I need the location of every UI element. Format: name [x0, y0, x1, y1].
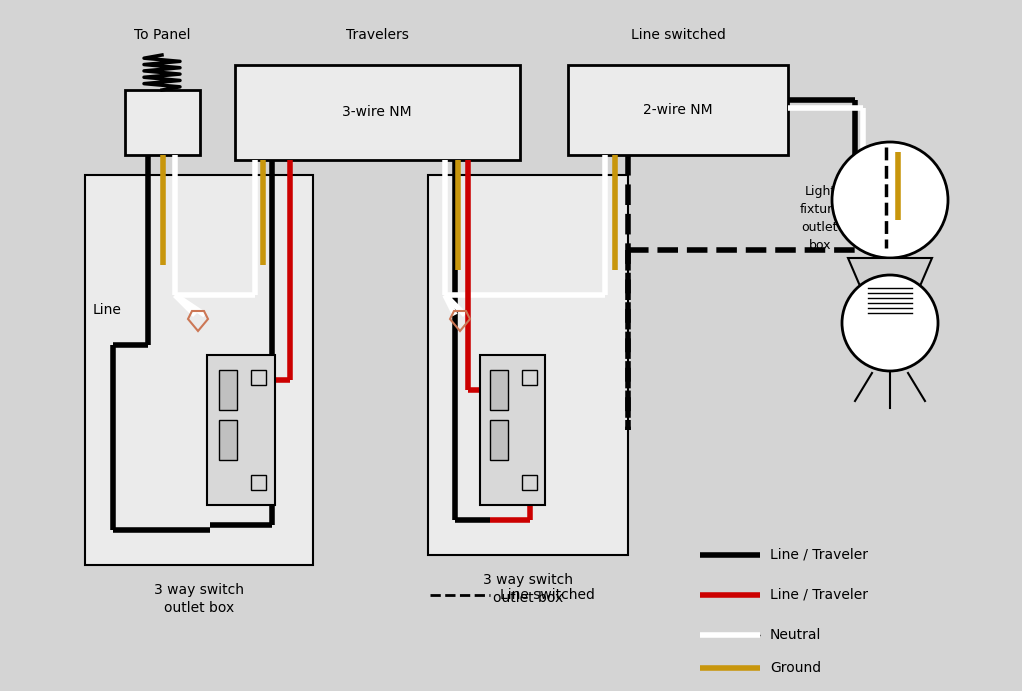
- Bar: [428, 175, 628, 555]
- Bar: [235, 65, 520, 160]
- Bar: [522, 475, 537, 490]
- Bar: [490, 420, 508, 460]
- Text: Line switched: Line switched: [631, 28, 726, 42]
- Bar: [480, 355, 545, 505]
- Bar: [490, 370, 508, 410]
- Circle shape: [832, 142, 948, 258]
- Bar: [251, 475, 266, 490]
- Text: 2-wire NM: 2-wire NM: [643, 103, 712, 117]
- Text: 3 way switch
outlet box: 3 way switch outlet box: [483, 573, 573, 605]
- Text: Line: Line: [93, 303, 122, 317]
- Text: To Panel: To Panel: [134, 28, 190, 42]
- Text: 3-wire NM: 3-wire NM: [342, 105, 412, 119]
- Bar: [251, 370, 266, 385]
- Text: Line switched: Line switched: [500, 588, 595, 602]
- Bar: [568, 65, 788, 155]
- Text: 3 way switch
outlet box: 3 way switch outlet box: [154, 583, 244, 616]
- Text: Ground: Ground: [770, 661, 821, 675]
- Polygon shape: [848, 258, 932, 286]
- Bar: [219, 420, 237, 460]
- Bar: [219, 370, 237, 410]
- Circle shape: [842, 275, 938, 371]
- Bar: [85, 175, 313, 565]
- Text: Neutral: Neutral: [770, 628, 822, 642]
- Text: Line / Traveler: Line / Traveler: [770, 588, 868, 602]
- Bar: [125, 90, 200, 155]
- Text: Line / Traveler: Line / Traveler: [770, 548, 868, 562]
- Text: Travelers: Travelers: [345, 28, 409, 42]
- Bar: [522, 370, 537, 385]
- Text: Light
fixture
outlet
box: Light fixture outlet box: [799, 184, 840, 252]
- Bar: [207, 355, 275, 505]
